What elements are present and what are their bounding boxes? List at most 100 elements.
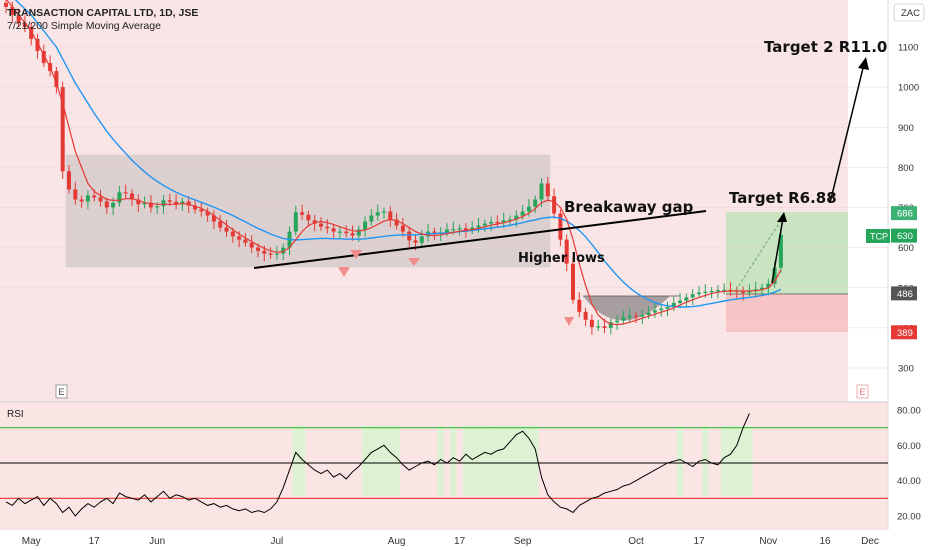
rsi-axis-labels: 20.00 40.00 60.00 80.00 [897, 406, 921, 523]
candle-body [41, 51, 46, 64]
candle-body [476, 225, 481, 228]
rsi-highlight-band [292, 426, 299, 496]
candle-body [520, 211, 525, 216]
candle-body [526, 206, 531, 212]
price-tick-label: 300 [898, 364, 914, 375]
candle-body [60, 87, 65, 172]
target2-arrow-line [829, 63, 865, 204]
rsi-highlight-band [487, 426, 495, 496]
price-tick-label: 800 [898, 163, 914, 174]
time-tick-label: Nov [759, 536, 777, 547]
candle-body [766, 283, 771, 288]
candle-body [495, 221, 500, 224]
candle-body [230, 231, 235, 237]
chart-title: TRANSACTION CAPITAL LTD, 1D, JSE [7, 7, 198, 19]
rsi-highlight-band [733, 426, 740, 496]
candle-body [665, 307, 670, 309]
candle-body [306, 214, 311, 221]
rsi-highlight-band [500, 426, 507, 496]
candle-body [193, 205, 197, 210]
target1-arrow-head [777, 212, 787, 222]
candle-body [224, 227, 229, 232]
candle-body [268, 253, 273, 255]
time-tick-label: 17 [454, 536, 466, 547]
candle-body [111, 202, 116, 208]
candle-body [249, 242, 254, 248]
price-tag [891, 206, 917, 221]
candle-body [608, 322, 613, 328]
candle-body [621, 317, 626, 321]
candle-body [589, 319, 594, 328]
candle-body [16, 14, 21, 23]
candle-body [356, 229, 361, 236]
candle-body [703, 291, 708, 293]
breakaway-gap-label: Breakaway gap [564, 198, 694, 216]
signal-marker [350, 250, 362, 259]
candle-body [205, 211, 210, 216]
candle-body [558, 213, 563, 240]
rsi-highlight-band [721, 426, 728, 496]
time-axis [0, 530, 932, 550]
candle-body [577, 299, 582, 312]
earnings-marker [856, 384, 869, 399]
price-tick-label: 900 [898, 123, 914, 134]
target2-label: Target 2 R11.00 [764, 38, 898, 56]
time-tick-label: Aug [388, 536, 406, 547]
candle-body [123, 192, 128, 194]
signal-marker [564, 317, 574, 326]
time-tick-label: 17 [693, 536, 705, 547]
candle-body [237, 236, 242, 240]
rsi-highlight-band [702, 426, 709, 496]
stop-loss-zone [726, 294, 848, 332]
candle-body [634, 315, 638, 318]
candle-body [772, 267, 777, 284]
ticker-badge [866, 229, 890, 243]
candle-body [394, 219, 399, 226]
candle-body [778, 234, 783, 268]
rsi-line [5, 413, 750, 517]
candle-body [67, 171, 71, 190]
candle-body [281, 247, 286, 254]
candle-body [117, 192, 122, 203]
target1-arrow-line [771, 217, 784, 284]
target1-label: Target R6.88 [729, 189, 837, 207]
rsi-highlight-band [437, 426, 444, 496]
candle-body [715, 290, 720, 292]
price-tick-label: 1000 [898, 83, 919, 94]
rsi-highlight-band [361, 426, 369, 496]
candle-body [652, 310, 657, 313]
candle-body [186, 201, 191, 206]
candle-body [627, 315, 632, 318]
candle-body [690, 294, 695, 298]
rsi-highlight-band [298, 426, 306, 496]
candle-body [722, 289, 727, 291]
candle-body [463, 228, 468, 230]
candle-body [4, 2, 8, 7]
rsi-tick-label: 60.00 [897, 441, 921, 452]
rsi-highlight-band [676, 426, 684, 496]
price-tag-label: 486 [897, 289, 913, 300]
candle-body [602, 326, 607, 328]
time-tick-label: Jun [149, 536, 165, 547]
time-tick-label: May [22, 536, 41, 547]
candle-body [73, 189, 78, 200]
time-tick-label: Dec [861, 536, 879, 547]
candle-body [243, 239, 248, 243]
candle-body [482, 223, 487, 226]
candle-body [678, 300, 683, 303]
price-tick-label: 1100 [898, 43, 918, 54]
candle-body [319, 223, 323, 227]
candle-body [29, 26, 34, 39]
candle-body [54, 71, 59, 88]
sma-7-line [6, 0, 782, 326]
rsi-highlight-band [727, 426, 734, 496]
candle-body [501, 220, 506, 223]
candle-body [596, 326, 601, 328]
candle-body [400, 225, 405, 232]
rsi-highlight-band [532, 426, 539, 496]
candle-body [155, 206, 160, 208]
candle-body [457, 228, 462, 230]
rsi-pane-background [0, 402, 888, 530]
rsi-tick-label: 80.00 [897, 406, 921, 417]
candle-body [659, 308, 664, 311]
